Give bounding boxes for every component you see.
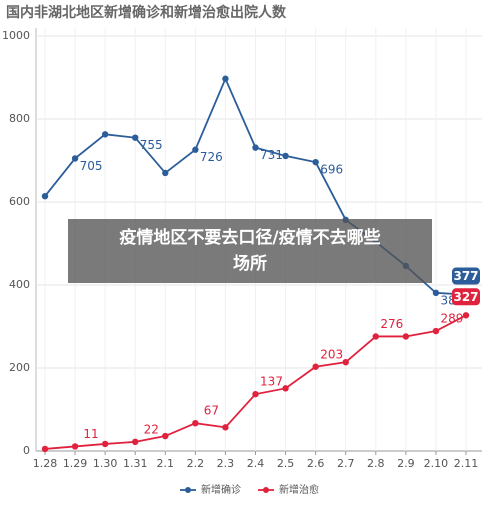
overlay-box [68, 219, 432, 283]
legend-label: 新增确诊 [201, 483, 241, 496]
value-label: 327 [453, 290, 478, 304]
point [101, 440, 109, 448]
point [222, 75, 229, 82]
point [71, 443, 79, 450]
point [312, 363, 319, 370]
point [342, 358, 349, 366]
value-label: 696 [320, 163, 343, 177]
label-box [452, 288, 480, 306]
point [192, 146, 199, 153]
value-label: 137 [260, 375, 283, 389]
value-label: 726 [200, 150, 223, 164]
point [402, 333, 410, 340]
point [101, 131, 109, 138]
point [372, 333, 379, 340]
point [282, 385, 289, 392]
x-tick-label: 2.4 [247, 457, 265, 470]
point [192, 419, 199, 427]
label-box [452, 267, 480, 285]
x-tick-label: 2.1 [157, 457, 175, 470]
point [252, 144, 259, 151]
x-tick-label: 2.5 [277, 457, 295, 470]
x-tick-label: 2.3 [217, 457, 235, 470]
value-label: 377 [453, 269, 478, 283]
legend-dot [185, 487, 191, 493]
point [71, 155, 79, 162]
y-tick-label: 600 [9, 195, 30, 208]
point [282, 152, 289, 160]
point [132, 438, 139, 446]
x-tick-label: 1.28 [33, 457, 58, 470]
point [162, 432, 169, 440]
point [41, 192, 49, 200]
y-tick-label: 400 [9, 278, 30, 291]
y-tick-label: 1000 [2, 29, 30, 42]
value-label: 67 [204, 404, 219, 418]
x-tick-label: 2.7 [337, 457, 355, 470]
x-tick-label: 2.10 [424, 457, 449, 470]
value-label: 22 [144, 422, 159, 436]
value-label: 289 [440, 312, 463, 326]
legend-label: 新增治愈 [279, 483, 319, 496]
overlay-text: 场所 [233, 254, 267, 274]
x-tick-label: 2.8 [367, 457, 385, 470]
y-tick-label: 800 [9, 112, 30, 125]
point [222, 424, 229, 431]
x-tick-label: 2.11 [454, 457, 479, 470]
value-label: 203 [320, 347, 343, 361]
overlay-text: 疫情地区不要去口径/疫情不去哪些 [119, 227, 380, 248]
point [312, 158, 319, 166]
value-label: 11 [83, 427, 98, 441]
value-label: 276 [380, 317, 403, 331]
y-tick-label: 200 [9, 361, 30, 374]
x-tick-label: 2.6 [307, 457, 325, 470]
chart-title: 国内非湖北地区新增确诊和新增治愈出院人数 [6, 4, 287, 21]
x-tick-label: 2.9 [397, 457, 415, 470]
point [41, 445, 49, 453]
legend-dot [263, 487, 269, 493]
x-tick-label: 1.29 [63, 457, 88, 470]
point [132, 134, 139, 141]
point [162, 169, 169, 177]
x-tick-label: 1.31 [123, 457, 148, 470]
x-tick-label: 1.30 [93, 457, 118, 470]
value-label: 705 [80, 159, 103, 173]
value-label: 755 [140, 138, 163, 152]
point [252, 390, 259, 398]
point [432, 327, 440, 335]
value-label: 731 [260, 148, 283, 162]
point [462, 312, 470, 319]
y-tick-label: 0 [23, 444, 30, 457]
x-tick-label: 2.2 [187, 457, 205, 470]
point [432, 289, 440, 297]
